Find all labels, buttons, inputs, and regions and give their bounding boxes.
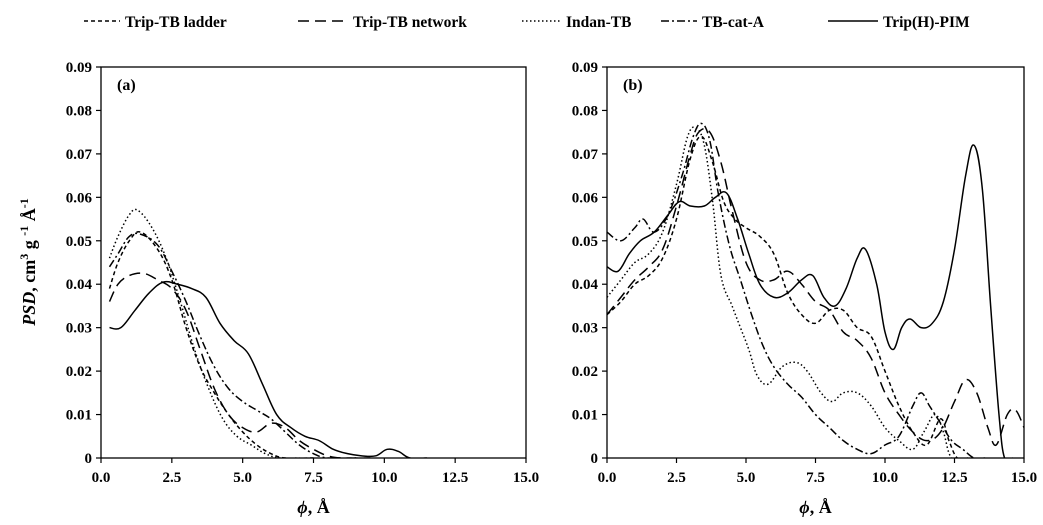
panel-a-series-indan-tb <box>108 208 300 458</box>
legend-item-trip-h-pim: Trip(H)-PIM <box>828 14 970 31</box>
legend-label-tb-cat-a: TB-cat-A <box>702 14 765 31</box>
panel-b-series-trip-tb-ladder <box>607 135 969 458</box>
panel-a-y-tick-label: 0.09 <box>66 60 92 76</box>
panel-b-y-tick-label: 0.01 <box>572 408 598 424</box>
panel-b-plot-frame <box>606 66 1025 459</box>
panel-b-label: (b) <box>623 77 643 94</box>
panel-b-y-tick-label: 0.05 <box>572 234 598 250</box>
y-axis-title-psd: PSD <box>19 292 39 327</box>
panel-a-series-trip-h-pim <box>109 280 427 458</box>
panel-b: 0 0.01 0.02 0.03 0.04 0.05 0.06 0.07 0.08 0.09 0.0… <box>572 60 1037 517</box>
panel-b-x-tick-label: 5.0 <box>737 470 756 486</box>
legend-label-trip-tb-network: Trip-TB network <box>353 14 467 31</box>
panel-b-x-tick-label: 15.0 <box>1011 470 1037 486</box>
panel-a-series-trip-tb-network <box>108 272 371 458</box>
legend-label-trip-tb-ladder: Trip-TB ladder <box>125 14 227 31</box>
y-axis-title-part-1: , cm <box>19 260 39 292</box>
panel-b-series-tb-cat-a <box>607 122 986 458</box>
y-axis-title-sup-3: -1 <box>17 198 31 208</box>
panel-a-series-trip-tb-ladder <box>108 231 314 458</box>
panel-b-y-tick-label: 0.02 <box>572 364 598 380</box>
panel-b-series-trip-tb-network <box>607 127 1024 447</box>
panel-b-x-tick-label: 12.5 <box>941 470 967 486</box>
panel-b-y-tick-label: 0.03 <box>572 321 598 337</box>
panel-b-series-trip-h-pim <box>607 144 1013 458</box>
panel-a-y-tick-label: 0.06 <box>66 190 93 206</box>
panel-a-x-tick-label: 15.0 <box>513 470 539 486</box>
panel-a-x-axis-unit: , Å <box>308 497 330 517</box>
legend-item-indan-tb: Indan-TB <box>522 14 631 31</box>
legend-label-indan-tb: Indan-TB <box>566 14 631 31</box>
y-axis-title-sup-1: 3 <box>17 254 31 260</box>
y-axis-title-part-2: g <box>19 236 39 254</box>
panel-b-x-axis-title: ϕ, Å <box>799 497 831 517</box>
panel-b-x-tick-label: 7.5 <box>806 470 825 486</box>
panel-b-x-tick-label: 10.0 <box>872 470 898 486</box>
panel-a-y-tick-label: 0.08 <box>66 103 92 119</box>
panel-a-x-tick-label: 7.5 <box>304 470 323 486</box>
panel-b-x-tick-label: 0.0 <box>598 470 617 486</box>
legend-item-trip-tb-ladder: Trip-TB ladder <box>84 14 227 31</box>
panel-a: 0 0.01 0.02 0.03 0.04 0.05 0.06 0.07 0.08 0.09 0.0… <box>66 60 539 517</box>
panel-a-y-tick-label: 0.02 <box>66 364 92 380</box>
panel-a-series-tb-cat-a <box>108 232 356 458</box>
panel-a-x-tick-label: 12.5 <box>442 470 468 486</box>
legend-item-tb-cat-a: TB-cat-A <box>661 14 765 31</box>
panel-a-y-tick-label: 0.03 <box>66 321 92 337</box>
panel-b-x-axis-symbol: ϕ <box>799 497 809 517</box>
panel-a-y-tick-label: 0.04 <box>66 277 93 293</box>
panel-a-x-tick-label: 0.0 <box>92 470 111 486</box>
panel-a-y-tick-label: 0.05 <box>66 234 92 250</box>
y-axis-title-sup-2: -1 <box>17 226 31 236</box>
panel-b-y-tick-label: 0.09 <box>572 60 598 76</box>
panel-a-y-tick-label: 0 <box>85 451 93 467</box>
panel-a-x-axis-symbol: ϕ <box>297 497 307 517</box>
panel-b-y-tick-label: 0 <box>591 451 599 467</box>
panel-b-y-tick-label: 0.08 <box>572 103 598 119</box>
panel-a-x-tick-label: 2.5 <box>162 470 181 486</box>
panel-b-y-tick-label: 0.04 <box>572 277 599 293</box>
panel-a-x-tick-label: 5.0 <box>233 470 252 486</box>
panel-a-x-tick-label: 10.0 <box>371 470 397 486</box>
panel-a-label: (a) <box>117 77 136 94</box>
panel-b-y-tick-label: 0.07 <box>572 147 599 163</box>
panel-b-y-tick-label: 0.06 <box>572 190 599 206</box>
y-axis-title: PSD, cm3 g -1 Å-1 <box>17 198 39 327</box>
panel-a-y-tick-label: 0.07 <box>66 147 93 163</box>
panel-a-y-tick-label: 0.01 <box>66 408 92 424</box>
panel-b-x-axis-unit: , Å <box>810 497 832 517</box>
panel-a-x-axis-title: ϕ, Å <box>297 497 329 517</box>
legend-item-trip-tb-network: Trip-TB network <box>298 14 467 31</box>
y-axis-title-part-3: Å <box>19 208 39 226</box>
legend-label-trip-h-pim: Trip(H)-PIM <box>883 14 970 31</box>
panel-b-x-tick-label: 2.5 <box>667 470 686 486</box>
legend: Trip-TB ladder Trip-TB network Indan-TB … <box>84 14 970 31</box>
